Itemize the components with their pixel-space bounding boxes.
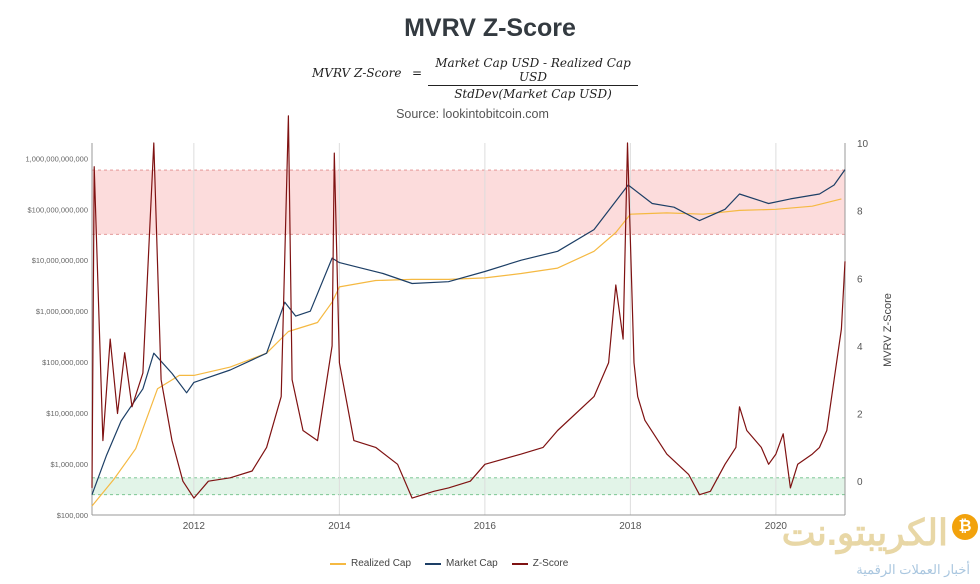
watermark-logo: ₿ الكريبتو.نت أخبار العملات الرقمية [722, 508, 980, 584]
chart-title: MVRV Z-Score [404, 14, 576, 42]
x-tick-label: 2020 [765, 521, 788, 532]
y-left-tick-label: $1,000,000,000 [36, 307, 88, 316]
legend-swatch-market [425, 562, 442, 565]
y-right-tick-label: 4 [857, 342, 863, 353]
formula-denominator: StdDev(Market Cap USD) [454, 87, 612, 101]
formula-equals: = [412, 66, 423, 80]
y-right-tick-label: 2 [857, 410, 863, 421]
legend-label: Z-Score [532, 558, 569, 569]
series-lines [91, 115, 846, 507]
y-left-tick-label: $100,000,000 [42, 358, 88, 367]
market-cap-line [91, 169, 846, 495]
y-left-tick-label: 1,000,000,000,000 [25, 154, 88, 163]
zone-bands [92, 169, 845, 496]
legend-item-realized[interactable]: Realized Cap [330, 558, 411, 569]
x-tick-label: 2014 [328, 521, 351, 532]
legend-label: Market Cap [446, 558, 498, 569]
formula-numerator: Market Cap USD - Realized Cap USD [428, 56, 638, 86]
grid-lines [193, 143, 777, 515]
x-tick-label: 2016 [474, 521, 497, 532]
bottom-zone-band [92, 477, 845, 495]
axes: 2012 2014 2016 2018 2020 $100,000 $1,000,000 $1… [25, 139, 868, 532]
watermark-brand: الكريبتو.نت [781, 512, 948, 553]
legend-swatch-realized [330, 562, 346, 565]
right-axis-label: MVRV Z-Score [882, 293, 894, 367]
bitcoin-coin-icon: ₿ [952, 514, 978, 540]
x-tick-label: 2012 [183, 521, 206, 532]
y-left-tick-label: $10,000,000 [46, 409, 88, 418]
y-right-tick-label: 8 [857, 207, 863, 218]
legend-item-zscore[interactable]: Z-Score [511, 558, 569, 569]
y-left-tick-label: $100,000,000,000 [28, 205, 88, 214]
zscore-line [91, 115, 846, 499]
top-zone-band [92, 170, 845, 235]
x-tick-label: 2018 [619, 521, 642, 532]
y-left-tick-label: $100,000 [57, 511, 88, 520]
legend-label: Realized Cap [351, 558, 412, 569]
y-left-tick-label: $1,000,000 [50, 460, 88, 469]
y-left-tick-label: $10,000,000,000 [32, 256, 88, 265]
source-label: Source: lookintobitcoin.com [396, 107, 549, 121]
legend: Realized Cap Market Cap Z-Score [330, 558, 568, 569]
legend-item-market[interactable]: Market Cap [425, 558, 498, 569]
y-right-tick-label: 10 [857, 139, 869, 150]
legend-swatch-zscore [511, 562, 528, 565]
y-right-tick-label: 6 [857, 274, 863, 285]
realized-cap-line [91, 198, 842, 507]
formula-fraction: Market Cap USD - Realized Cap USD StdDev… [428, 56, 638, 101]
formula-lhs: MVRV Z-Score [312, 66, 402, 80]
watermark-subtitle: أخبار العملات الرقمية [856, 562, 970, 577]
y-right-tick-label: 0 [857, 477, 863, 488]
